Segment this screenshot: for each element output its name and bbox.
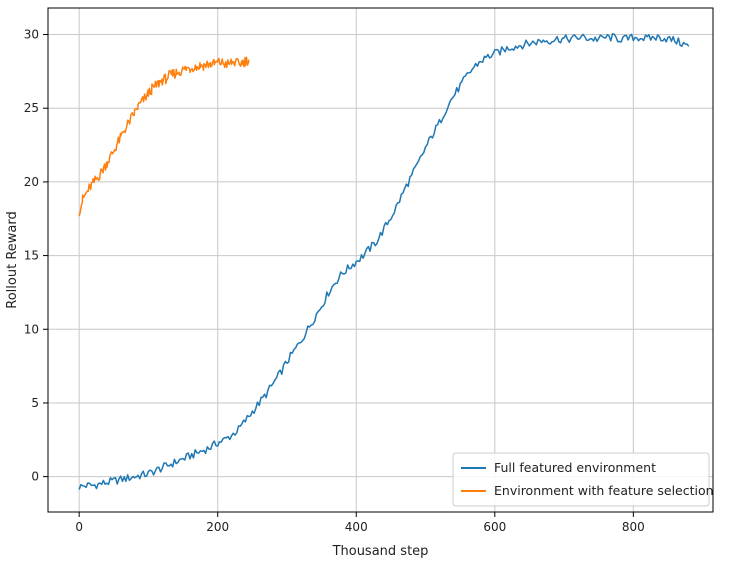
series-line-0 (78, 33, 690, 490)
y-tick-label: 30 (24, 28, 39, 42)
x-tick-label: 800 (622, 520, 645, 534)
tick-layer: 0 200 400 600 800 0 5 10 15 20 25 30 (24, 28, 645, 534)
y-tick-label: 10 (24, 322, 39, 336)
x-axis-label: Thousand step (332, 544, 429, 559)
y-tick-label: 0 (31, 470, 39, 484)
x-tick-label: 400 (345, 520, 368, 534)
y-tick-label: 25 (24, 101, 39, 115)
plot-frame (47, 7, 714, 513)
series-line-1 (78, 56, 250, 217)
x-tick-label: 0 (75, 520, 83, 534)
x-tick-label: 600 (483, 520, 506, 534)
series-layer (78, 33, 690, 490)
legend-label-feature-selection: Environment with feature selection (494, 483, 714, 498)
y-tick-label: 5 (31, 396, 39, 410)
legend-label-full-featured: Full featured environment (494, 460, 656, 475)
y-tick-label: 15 (24, 249, 39, 263)
y-axis-label: Rollout Reward (5, 211, 20, 308)
legend-box (452, 452, 710, 507)
x-tick-label: 200 (206, 520, 229, 534)
legend: Full featured environment Environment wi… (452, 452, 714, 507)
y-tick-label: 20 (24, 175, 39, 189)
grid-layer (48, 8, 713, 512)
